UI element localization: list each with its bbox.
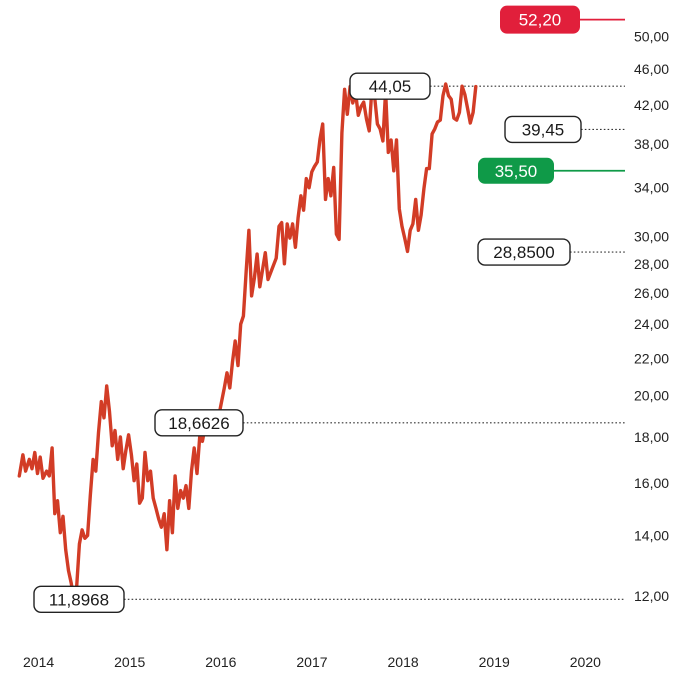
callout-label: 52,20: [519, 11, 562, 30]
callout-44,05: 44,05: [349, 72, 431, 100]
y-tick-label: 14,00: [634, 527, 669, 543]
y-tick-label: 18,00: [634, 429, 669, 445]
price-series-line: [17, 82, 478, 601]
callout-label: 39,45: [522, 120, 565, 139]
y-tick-label: 50,00: [634, 29, 669, 45]
callout-label: 11,8968: [49, 590, 109, 609]
y-tick-label: 26,00: [634, 285, 669, 301]
y-tick-label: 24,00: [634, 316, 669, 332]
callout-label: 35,50: [495, 162, 538, 181]
y-tick-label: 20,00: [634, 388, 669, 404]
y-tick-label: 38,00: [634, 136, 669, 152]
x-tick-label: 2017: [296, 654, 327, 670]
callout-box: [504, 115, 582, 144]
x-axis: 2014 2015 2016 2017 2018 2019 2020: [23, 654, 601, 670]
y-tick-label: 16,00: [634, 475, 669, 491]
callout-11,8968: 11,8968: [33, 585, 125, 613]
y-axis: 12,00 14,00 16,00 18,00 20,00 22,00 24,00 26,00…: [634, 29, 669, 604]
callout-39,45: 39,45: [504, 115, 582, 144]
y-tick-label: 34,00: [634, 180, 669, 196]
callout-box: [33, 585, 125, 613]
x-tick-label: 2015: [114, 654, 145, 670]
x-tick-label: 2018: [388, 654, 419, 670]
callout-52,20: 52,20: [500, 5, 580, 34]
y-tick-label: 42,00: [634, 97, 669, 113]
callout-18,6626: 18,6626: [154, 409, 244, 437]
callout-box: [478, 157, 554, 184]
y-tick-label: 46,00: [634, 61, 669, 77]
y-tick-label: 22,00: [634, 350, 669, 366]
y-tick-label: 12,00: [634, 588, 669, 604]
callout-35,50: 35,50: [478, 157, 554, 184]
x-tick-label: 2020: [570, 654, 601, 670]
y-tick-label: 28,00: [634, 256, 669, 272]
x-tick-label: 2016: [205, 654, 236, 670]
callout-box: [349, 72, 431, 100]
callout-box: [477, 238, 571, 266]
callout-label: 28,8500: [493, 243, 554, 262]
callout-label: 44,05: [369, 77, 412, 96]
x-tick-label: 2019: [479, 654, 510, 670]
series-layer: [17, 82, 478, 601]
callouts: 11,8968 18,6626 44,05 39,45 35,50 28,8500 52,2…: [33, 5, 582, 613]
callout-28,8500: 28,8500: [477, 238, 571, 266]
reference-lines: [124, 18, 625, 600]
callout-label: 18,6626: [168, 414, 229, 433]
x-tick-label: 2014: [23, 654, 54, 670]
callout-box: [154, 409, 244, 437]
y-tick-label: 30,00: [634, 229, 669, 245]
callout-box: [500, 5, 580, 34]
